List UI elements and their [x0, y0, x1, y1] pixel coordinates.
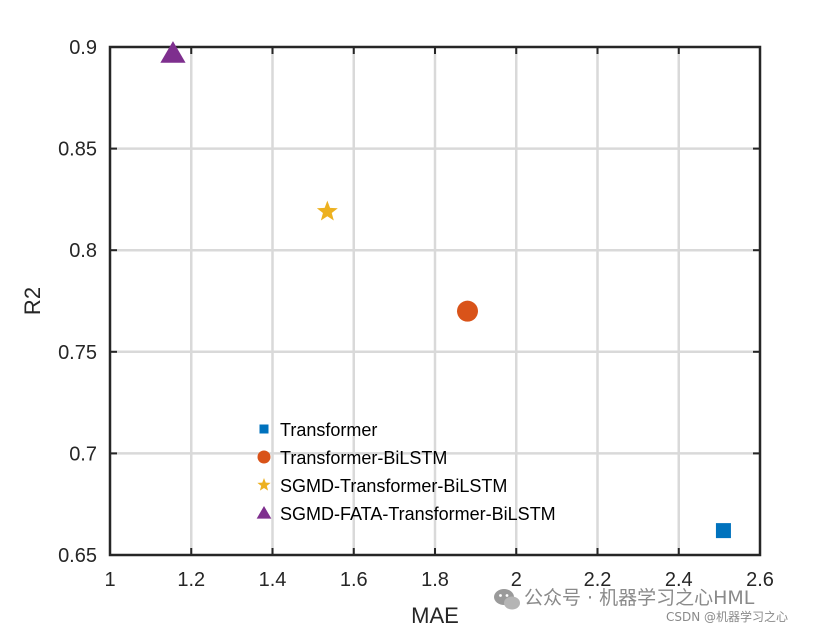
data-points — [160, 41, 731, 539]
x-tick-label: 2.6 — [746, 569, 774, 591]
y-axis-ticks: 0.65 0.7 0.75 0.8 0.85 0.9 — [58, 37, 760, 567]
legend-label: Transformer-BiLSTM — [280, 448, 447, 468]
x-tick-label: 2.2 — [584, 569, 612, 591]
point-square — [715, 523, 731, 539]
y-tick-label: 0.75 — [58, 342, 97, 364]
x-tick-label: 1.2 — [177, 569, 205, 591]
legend-marker-circle — [257, 450, 271, 464]
x-tick-label: 1 — [104, 569, 115, 591]
legend-marker-star — [257, 478, 271, 491]
x-tick-label: 1.8 — [421, 569, 449, 591]
point-triangle — [160, 41, 186, 63]
wechat-icon — [494, 589, 520, 610]
x-tick-label: 1.4 — [259, 569, 287, 591]
x-axis-label: MAE — [411, 603, 459, 628]
watermark-wechat: 公众号 · 机器学习之心HML — [524, 587, 755, 609]
point-star — [316, 200, 338, 221]
x-tick-label: 1.6 — [340, 569, 368, 591]
legend-label: SGMD-FATA-Transformer-BiLSTM — [280, 504, 556, 524]
legend-marker-triangle — [256, 506, 272, 519]
grid-lines — [110, 47, 760, 555]
y-tick-label: 0.8 — [69, 240, 97, 262]
watermark: 公众号 · 机器学习之心HML CSDN @机器学习之心 — [494, 587, 788, 624]
x-axis-ticks: 1 1.2 1.4 1.6 1.8 2 2.2 2.4 2.6 — [104, 47, 774, 591]
legend-label: Transformer — [280, 420, 377, 440]
y-tick-label: 0.65 — [58, 545, 97, 567]
y-tick-label: 0.85 — [58, 139, 97, 161]
x-tick-label: 2.4 — [665, 569, 693, 591]
point-circle — [457, 300, 478, 322]
watermark-csdn: CSDN @机器学习之心 — [666, 609, 788, 624]
y-tick-label: 0.9 — [69, 37, 97, 59]
legend-label: SGMD-Transformer-BiLSTM — [280, 476, 507, 496]
x-tick-label: 2 — [511, 569, 522, 591]
legend: Transformer Transformer-BiLSTM SGMD-Transf… — [256, 420, 556, 524]
y-tick-label: 0.7 — [69, 443, 97, 465]
legend-marker-square — [259, 424, 269, 434]
y-axis-label: R2 — [20, 287, 45, 315]
